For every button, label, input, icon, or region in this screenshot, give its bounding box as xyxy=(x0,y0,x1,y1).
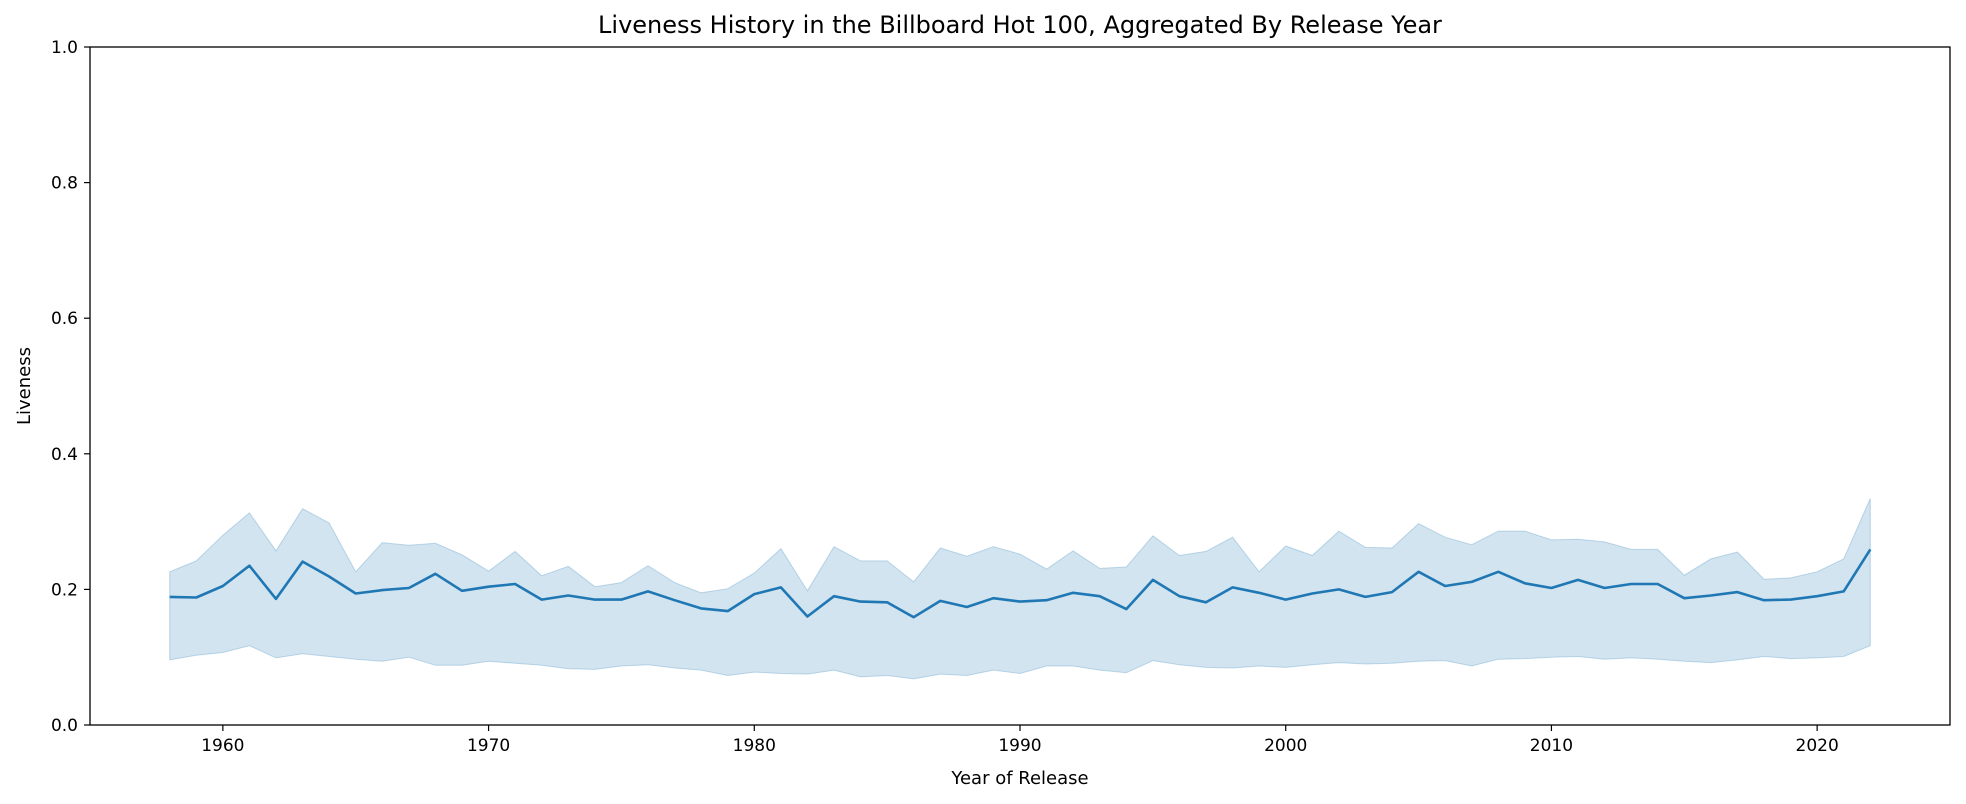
x-axis: 1960 1970 1980 1990 2000 2010 2020 xyxy=(201,725,1839,756)
y-axis-label: Liveness xyxy=(14,347,35,425)
y-tick-label: 0.6 xyxy=(51,309,78,329)
series-line xyxy=(169,548,1872,619)
y-tick-label: 1.0 xyxy=(51,38,78,58)
y-tick-label: 0.4 xyxy=(51,445,78,465)
y-axis: 0.0 0.2 0.4 0.6 0.8 1.0 xyxy=(51,38,90,736)
x-tick-label: 1980 xyxy=(733,736,776,756)
x-tick-label: 1990 xyxy=(998,736,1041,756)
y-tick-label: 0.0 xyxy=(51,716,78,736)
chart-title: Liveness History in the Billboard Hot 10… xyxy=(598,11,1442,39)
y-tick-label: 0.2 xyxy=(51,580,78,600)
x-axis-label: Year of Release xyxy=(950,768,1088,789)
y-tick-label: 0.8 xyxy=(51,174,78,194)
plot-area xyxy=(169,498,1872,680)
confidence-band xyxy=(169,498,1871,680)
x-tick-label: 1970 xyxy=(467,736,510,756)
x-tick-label: 1960 xyxy=(201,736,244,756)
x-tick-label: 2020 xyxy=(1796,736,1839,756)
x-tick-label: 2000 xyxy=(1264,736,1307,756)
x-tick-label: 2010 xyxy=(1530,736,1573,756)
